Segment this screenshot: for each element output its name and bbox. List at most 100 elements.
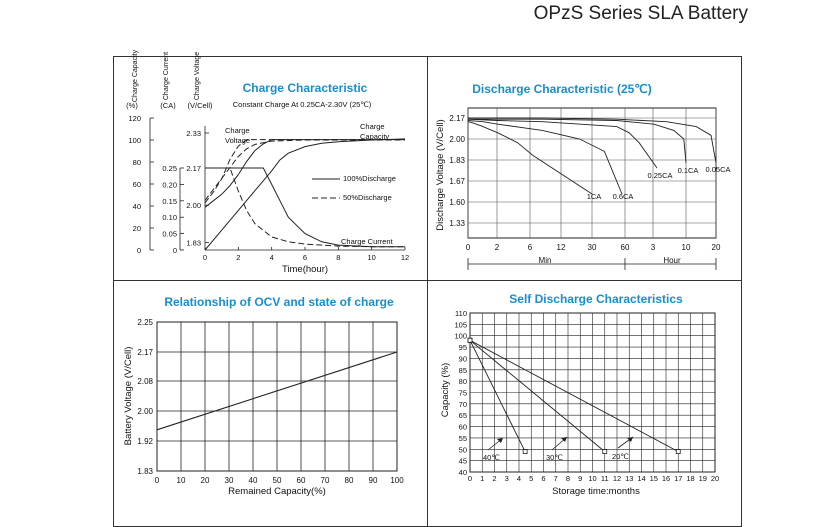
annotation-current: Charge Current <box>341 237 394 246</box>
temperature-label: 20℃ <box>612 452 629 461</box>
x-axis-label: Time(hour) <box>282 264 328 275</box>
voltage-tick-label: 2.33 <box>186 129 201 138</box>
x-tick-label: 14 <box>637 474 645 483</box>
x-tick-label: 9 <box>578 474 582 483</box>
chart-title: Discharge Characteristic (25℃) <box>472 82 652 96</box>
legend-label: 50%Discharge <box>343 193 392 202</box>
y-axis-label: Discharge Voltage (V/Cell) <box>435 119 446 230</box>
y-tick-label: 2.00 <box>449 135 465 144</box>
series-line <box>204 139 405 201</box>
x-tick-label: 8 <box>336 253 340 262</box>
capacity-tick-label: 80 <box>133 158 141 167</box>
annotation-capacity: Capacity <box>360 132 389 141</box>
y-tick-label: 110 <box>455 309 467 318</box>
x-tick-label: 16 <box>662 474 670 483</box>
x-tick-label: 50 <box>273 476 282 485</box>
x-tick-label: 18 <box>686 474 694 483</box>
x-tick-label: 15 <box>650 474 658 483</box>
x-axis-label: Storage time:months <box>552 486 640 497</box>
y-tick-label: 80 <box>459 377 467 386</box>
y-tick-label: 1.83 <box>449 156 465 165</box>
series-line <box>205 167 405 248</box>
y-tick-label: 2.08 <box>137 377 153 386</box>
x-tick-label: 0 <box>203 253 207 262</box>
y-axis-label: Capacity (%) <box>440 363 451 417</box>
x-tick-label: 6 <box>303 253 307 262</box>
capacity-tick-label: 60 <box>133 180 141 189</box>
x-tick-label: 0 <box>155 476 160 485</box>
y-tick-label: 105 <box>454 320 467 329</box>
annotation-capacity: Charge <box>360 122 385 131</box>
series-label: 0.05CA <box>705 165 730 174</box>
series-line <box>469 340 526 452</box>
x-tick-label: 20 <box>712 243 721 252</box>
current-tick-label: 0.10 <box>162 213 177 222</box>
x-tick-label: 17 <box>674 474 682 483</box>
x-tick-label: 100 <box>390 476 404 485</box>
y-tick-label: 70 <box>459 400 467 409</box>
y-tick-label: 85 <box>459 366 467 375</box>
data-point <box>602 449 608 454</box>
chart-subtitle: Constant Charge At 0.25CA-2.30V (25℃) <box>233 100 372 109</box>
y-tick-label: 75 <box>459 389 467 398</box>
data-point <box>522 449 528 454</box>
capacity-tick-label: 100 <box>128 136 141 145</box>
x-tick-label: 2 <box>236 253 240 262</box>
capacity-tick-label: 120 <box>128 114 141 123</box>
axis-unit: (V/Cell) <box>187 101 213 110</box>
temperature-label: 40℃ <box>483 453 500 462</box>
y-tick-label: 100 <box>454 332 467 341</box>
x-tick-label: 6 <box>528 243 533 252</box>
chart-title: Relationship of OCV and state of charge <box>164 295 394 309</box>
x-tick-label: 40 <box>249 476 258 485</box>
x-tick-label: 60 <box>621 243 630 252</box>
series-label: 1CA <box>587 192 602 201</box>
series-label: 0.1CA <box>678 166 699 175</box>
page-title: OPzS Series SLA Battery <box>533 3 748 24</box>
x-tick-label: 3 <box>505 474 509 483</box>
axis-unit: (CA) <box>160 101 176 110</box>
x-tick-label: 6 <box>541 474 545 483</box>
x-tick-label: 90 <box>369 476 378 485</box>
current-tick-label: 0.15 <box>162 197 177 206</box>
panel-divider-vertical <box>427 56 428 527</box>
y-axis-label: Battery Voltage (V/Cell) <box>123 347 134 446</box>
temperature-label: 30℃ <box>546 453 563 462</box>
x-tick-label: 7 <box>554 474 558 483</box>
series-label: 0.6CA <box>613 192 634 201</box>
y-tick-label: 1.67 <box>449 177 465 186</box>
series-line <box>469 339 679 452</box>
capacity-tick-label: 40 <box>133 202 141 211</box>
x-tick-label: 8 <box>566 474 570 483</box>
series-line <box>467 118 658 169</box>
chart-title: Self Discharge Characteristics <box>509 292 683 306</box>
x-tick-label: 11 <box>601 474 609 483</box>
arrow-head <box>497 438 503 443</box>
panel-divider-horizontal <box>113 280 742 281</box>
axis-unit: (%) <box>126 101 138 110</box>
x-tick-label: 10 <box>177 476 186 485</box>
x-tick-label: 70 <box>321 476 330 485</box>
y-tick-label: 2.25 <box>137 318 153 327</box>
y-tick-label: 90 <box>459 354 467 363</box>
x-axis-label: Remained Capacity(%) <box>228 486 326 497</box>
voltage-tick-label: 2.00 <box>186 201 201 210</box>
series-line <box>467 121 593 195</box>
x-tick-label: 5 <box>529 474 533 483</box>
axis-header: Charge Voltage <box>194 52 201 100</box>
series-line <box>468 118 687 164</box>
annotation-voltage: Charge <box>225 126 250 135</box>
x-group-label: Hour <box>663 256 681 265</box>
x-tick-label: 2 <box>495 243 500 252</box>
x-group-label: Min <box>539 256 552 265</box>
voltage-tick-label: 1.83 <box>186 238 201 247</box>
voltage-tick-label: 2.17 <box>186 164 201 173</box>
x-tick-label: 20 <box>201 476 210 485</box>
series-line <box>467 120 623 195</box>
x-tick-label: 12 <box>557 243 566 252</box>
x-tick-label: 19 <box>699 474 707 483</box>
y-tick-label: 60 <box>459 423 467 432</box>
